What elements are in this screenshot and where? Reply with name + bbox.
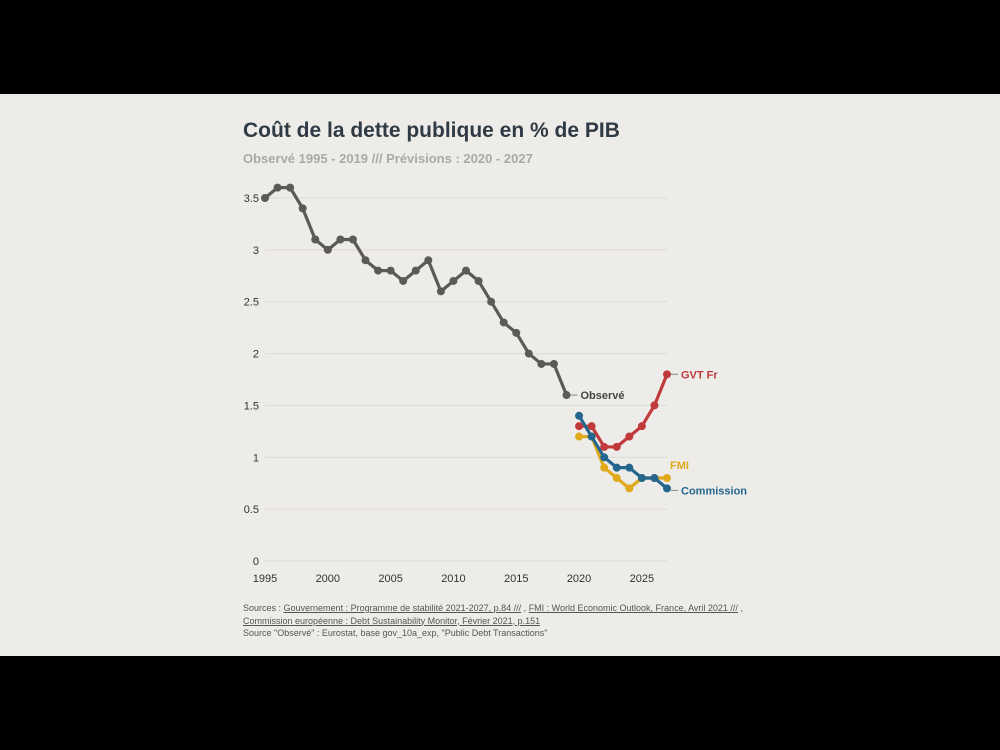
data-point-observ — [286, 183, 295, 192]
y-tick-label: 1.5 — [244, 400, 259, 412]
series-label-observ: Observé — [581, 390, 625, 402]
y-tick-label: 2 — [253, 349, 259, 361]
data-point-observ — [361, 256, 370, 265]
data-point-observ — [411, 266, 420, 275]
sources-line: Commission européenne : Debt Sustainabil… — [243, 615, 803, 628]
data-point-commission — [637, 474, 646, 483]
data-point-observ — [298, 204, 307, 213]
series-line-observ — [263, 186, 569, 397]
data-point-observ — [348, 235, 357, 244]
x-tick-label: 2000 — [316, 573, 340, 585]
sources-observe-note: Source "Observé" : Eurostat, base gov_10… — [243, 628, 548, 638]
data-point-observ — [537, 359, 546, 368]
data-point-observ — [374, 266, 383, 275]
data-point-observ — [273, 183, 282, 192]
data-point-fmi — [600, 463, 609, 472]
series-commission — [575, 411, 671, 493]
series-label-commission: Commission — [681, 485, 747, 497]
sources-separator: , — [521, 603, 529, 613]
data-point-observ — [311, 235, 320, 244]
data-point-observ — [436, 287, 445, 296]
data-point-gvt-fr — [575, 422, 584, 431]
y-tick-label: 3.5 — [244, 193, 259, 205]
y-tick-label: 0 — [253, 556, 259, 568]
x-tick-label: 2005 — [378, 573, 402, 585]
x-tick-label: 2010 — [441, 573, 465, 585]
chart-subtitle: Observé 1995 - 2019 /// Prévisions : 202… — [243, 151, 533, 166]
data-point-observ — [336, 235, 345, 244]
series-observ — [261, 183, 571, 400]
x-tick-label: 2015 — [504, 573, 528, 585]
data-point-commission — [625, 463, 634, 472]
data-point-commission — [650, 474, 659, 483]
data-point-observ — [424, 256, 433, 265]
data-point-observ — [474, 276, 483, 285]
data-point-gvt-fr — [587, 422, 596, 431]
x-tick-label: 1995 — [253, 573, 277, 585]
axes: 0 0.5 1 1.5 2 2.5 3 3.5 1995 2000 2005 2010 2015 2020… — [244, 193, 654, 585]
data-point-observ — [512, 328, 521, 337]
data-point-gvt-fr — [625, 432, 634, 441]
source-link-commission[interactable]: Commission européenne : Debt Sustainabil… — [243, 615, 541, 626]
sources-prefix: Sources : — [243, 603, 284, 613]
data-point-fmi — [663, 474, 671, 483]
source-link-fmi[interactable]: FMI : World Economic Outlook, France, Av… — [528, 603, 738, 613]
data-point-fmi — [575, 432, 584, 441]
data-point-observ — [261, 194, 269, 202]
data-point-commission — [587, 432, 596, 441]
series-line-gvt-fr — [577, 372, 669, 449]
chart-background — [0, 94, 1000, 656]
sources-note: Sources : Gouvernement : Programme de st… — [243, 602, 803, 640]
data-point-observ — [549, 359, 558, 368]
data-point-observ — [499, 318, 508, 327]
series-labels: Observé GVT Fr FMI Commission — [570, 369, 747, 497]
data-point-observ — [323, 245, 332, 254]
series-gvt-fr — [575, 370, 671, 451]
y-tick-label: 1 — [253, 452, 259, 464]
data-point-gvt-fr — [650, 401, 659, 410]
series-label-fmi: FMI — [670, 460, 689, 472]
data-point-observ — [462, 266, 470, 275]
gridlines — [265, 197, 667, 562]
x-tick-label: 2025 — [630, 573, 654, 585]
data-point-fmi — [625, 484, 634, 493]
sources-line: Sources : Gouvernement : Programme de st… — [243, 602, 803, 615]
data-point-observ — [449, 276, 458, 285]
data-point-observ — [399, 276, 408, 285]
data-point-gvt-fr — [600, 442, 609, 451]
data-point-commission — [600, 453, 609, 462]
source-link-gouvernement[interactable]: Gouvernement : Programme de stabilité 20… — [283, 603, 522, 613]
data-point-observ — [487, 297, 496, 306]
data-point-gvt-fr — [637, 422, 646, 431]
y-tick-label: 0.5 — [244, 504, 259, 516]
data-point-gvt-fr — [663, 370, 671, 379]
data-point-commission — [575, 411, 584, 420]
y-tick-label: 3 — [253, 245, 259, 257]
data-point-commission — [663, 484, 671, 493]
data-point-observ — [386, 266, 395, 275]
data-point-observ — [524, 349, 533, 358]
series-label-gvt-fr: GVT Fr — [681, 369, 718, 381]
x-tick-label: 2020 — [567, 573, 591, 585]
data-point-fmi — [612, 474, 621, 483]
series — [261, 183, 671, 493]
y-tick-label: 2.5 — [244, 297, 259, 309]
sources-separator: , — [737, 603, 743, 613]
data-point-observ — [562, 391, 571, 400]
chart-title: Coût de la dette publique en % de PIB — [243, 119, 620, 142]
data-point-commission — [612, 463, 621, 472]
data-point-gvt-fr — [612, 442, 621, 451]
